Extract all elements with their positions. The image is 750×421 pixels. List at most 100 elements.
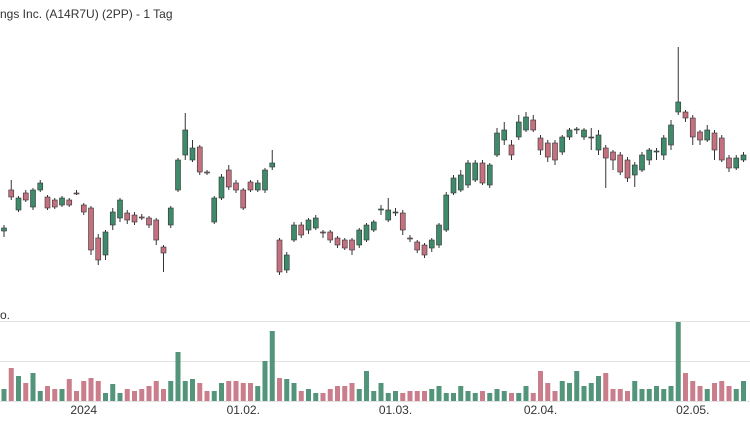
candle-body — [733, 157, 740, 169]
candle-body — [421, 244, 428, 256]
candle-body — [617, 154, 624, 173]
candle-body — [88, 207, 94, 251]
volume-bar — [422, 391, 427, 401]
volume-bar — [509, 393, 514, 401]
volume-bar — [356, 389, 362, 401]
volume-bar — [364, 371, 369, 401]
volume-bar — [690, 381, 696, 401]
volume-bar — [697, 386, 703, 401]
volume-bar — [146, 386, 152, 401]
volume-bar — [66, 379, 72, 401]
candle-body — [450, 177, 457, 194]
candle-body — [356, 229, 363, 246]
candle-body — [653, 150, 660, 153]
candle-body — [668, 124, 674, 146]
volume-bar — [240, 383, 246, 401]
volume-bar — [472, 393, 478, 401]
candle-body — [334, 237, 341, 246]
candle-body — [726, 157, 732, 169]
volume-bar — [74, 391, 79, 401]
volume-bar — [132, 391, 137, 401]
candle-body — [59, 197, 65, 206]
candle-body — [428, 239, 435, 249]
candle-body — [718, 137, 725, 161]
candle-body — [254, 182, 261, 191]
candle-body — [66, 199, 73, 206]
volume-bar — [117, 393, 123, 401]
volume-bar — [139, 389, 145, 401]
volume-bar — [168, 381, 174, 401]
volume-bar — [110, 384, 116, 401]
candle-body — [501, 129, 508, 141]
candle-body — [298, 224, 305, 236]
candle-body — [262, 169, 268, 191]
candle-body — [552, 142, 558, 161]
candle-body — [414, 241, 421, 251]
volume-bar — [414, 391, 420, 401]
volume-bar — [451, 393, 456, 401]
volume-bar — [668, 386, 674, 401]
candle-body — [378, 208, 384, 211]
candle-body — [95, 237, 102, 261]
candle-body — [581, 129, 587, 138]
candle-body — [660, 137, 667, 156]
candle-body — [530, 119, 537, 131]
candle-body — [1, 227, 7, 232]
candle-body — [341, 239, 348, 249]
volume-bar — [393, 391, 398, 401]
candle-body — [211, 197, 218, 223]
x-tick-label: 01.02. — [227, 403, 260, 417]
candle-body — [639, 154, 645, 171]
volume-bar — [255, 386, 261, 401]
volume-bar — [16, 376, 21, 401]
volume-bar — [610, 389, 616, 401]
volume-bar — [523, 386, 529, 401]
volume-bar — [465, 391, 471, 401]
candle-body — [167, 207, 174, 226]
candle-body — [204, 171, 210, 174]
volume-bar — [683, 373, 688, 401]
candle-body — [218, 176, 225, 199]
candle-body — [675, 101, 682, 113]
volume-bar — [654, 386, 659, 401]
candle-body — [44, 196, 51, 209]
candle-body — [436, 224, 442, 246]
volume-bar — [233, 381, 239, 401]
candle-body — [8, 189, 15, 198]
candle-body — [472, 162, 479, 181]
volume-label: o. — [0, 308, 10, 322]
candle-body — [189, 147, 196, 161]
x-tick-label: 01.03. — [379, 403, 412, 417]
volume-bar — [327, 389, 333, 401]
candle-body — [689, 117, 696, 138]
volume-bar — [407, 391, 413, 401]
volume-bar — [103, 393, 108, 401]
candle-body — [544, 142, 551, 158]
candle-body — [30, 189, 36, 208]
volume-bar — [37, 391, 43, 401]
candle-body — [160, 246, 167, 254]
volume-bar — [313, 393, 319, 401]
candle-body — [407, 237, 413, 240]
volume-bar — [81, 381, 87, 401]
candle-body — [631, 164, 638, 176]
candle-body — [457, 174, 464, 191]
candle-body — [153, 219, 160, 241]
volume-bar — [8, 368, 14, 401]
volume-bar — [436, 386, 442, 401]
candle-body — [291, 224, 297, 241]
candle-body — [51, 199, 58, 208]
candle-body — [588, 136, 595, 139]
candle-body — [385, 209, 392, 221]
candle-body — [73, 192, 80, 195]
volume-bar — [487, 393, 493, 401]
candle-body — [682, 111, 689, 119]
volume-bar — [443, 393, 449, 401]
x-tick-label: 02.05. — [676, 403, 709, 417]
x-tick-label: 02.04. — [524, 403, 557, 417]
volume-bar — [625, 391, 630, 401]
volume-bar — [704, 389, 710, 401]
candle-body — [109, 211, 116, 226]
candle-body — [711, 132, 718, 151]
